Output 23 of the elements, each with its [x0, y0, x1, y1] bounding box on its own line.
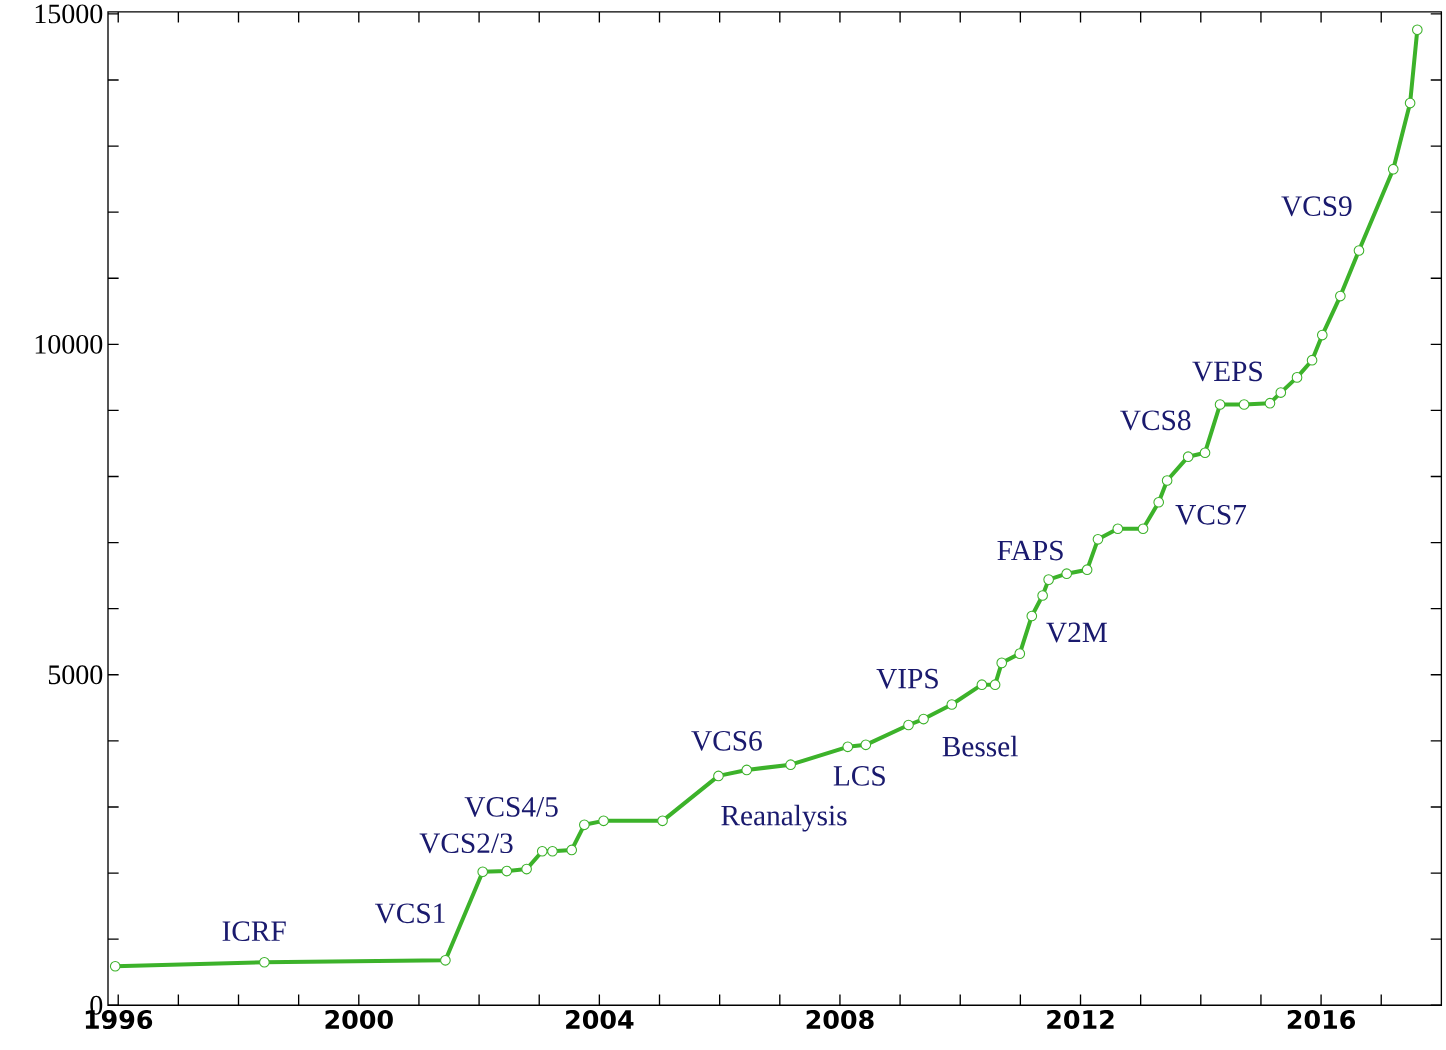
annotation: FAPS [997, 540, 1063, 561]
annotation: VCS9 [1281, 196, 1352, 217]
annotation: VCS1 [374, 903, 445, 924]
x-tick-label: 2000 [325, 1009, 393, 1029]
annotation: VCS2/3 [419, 833, 513, 854]
annotation: VEPS [1192, 361, 1262, 382]
annotation: Reanalysis [721, 804, 847, 832]
annotation: VCS6 [691, 730, 762, 751]
annotation: VCS4/5 [464, 796, 558, 817]
y-tick-label: 5000 [48, 665, 103, 685]
annotation: ICRF [222, 921, 286, 941]
y-tick-label: 10000 [35, 334, 103, 354]
annotation: V2M [1046, 622, 1107, 643]
annotation: VCS7 [1175, 504, 1247, 525]
annotation: LCS [833, 765, 885, 786]
y-tick-label: 15000 [35, 4, 103, 24]
x-tick-label: 2004 [566, 1009, 634, 1029]
annotation: VIPS [876, 668, 938, 689]
annotation: VCS8 [1120, 410, 1191, 431]
x-tick-label: 2016 [1287, 1009, 1355, 1029]
x-tick-label: 2008 [806, 1009, 874, 1029]
annotation: Bessel [942, 735, 1018, 757]
x-tick-label: 2012 [1047, 1009, 1114, 1029]
